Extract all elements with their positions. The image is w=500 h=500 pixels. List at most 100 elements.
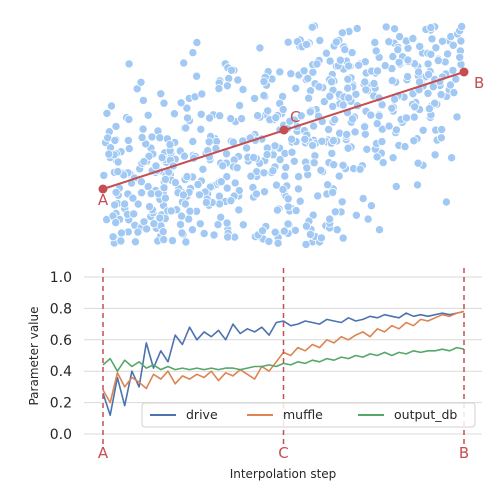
scatter-point	[293, 184, 303, 194]
scatter-point	[281, 162, 291, 172]
scatter-point	[409, 112, 419, 122]
scatter-point	[169, 109, 179, 119]
scatter-point	[165, 140, 175, 150]
scatter-point	[143, 110, 153, 120]
scatter-point	[378, 158, 388, 168]
scatter-point	[448, 40, 458, 50]
scatter-point	[99, 170, 109, 180]
scatter-point	[338, 160, 348, 170]
scatter-point	[431, 43, 441, 53]
scatter-point	[102, 108, 112, 118]
scatter-point	[328, 101, 338, 111]
scatter-point	[343, 74, 353, 84]
scatter-point	[259, 187, 269, 197]
scatter-point	[155, 133, 165, 143]
scatter-point	[344, 93, 354, 103]
scatter-point	[299, 66, 309, 76]
series-line-output_db	[102, 346, 465, 372]
scatter-point	[370, 38, 380, 48]
scatter-point	[343, 83, 353, 93]
scatter-point	[199, 228, 209, 238]
scatter-point	[325, 91, 335, 101]
scatter-point	[178, 190, 188, 200]
legend: drive muffle output_db	[141, 402, 476, 428]
scatter-point	[205, 113, 215, 123]
scatter-point	[332, 225, 342, 235]
scatter-point	[123, 135, 133, 145]
scatter-point	[238, 85, 248, 95]
scatter-point	[124, 114, 134, 124]
scatter-point	[124, 59, 134, 69]
scatter-point	[388, 52, 398, 62]
legend-label: output_db	[394, 407, 457, 422]
scatter-point	[362, 144, 372, 154]
scatter-point	[361, 85, 371, 95]
scatter-point	[179, 151, 189, 161]
scatter-point	[280, 171, 290, 181]
scatter-point	[159, 235, 169, 245]
scatter-point	[325, 56, 335, 66]
scatter-point	[108, 232, 118, 242]
scatter-point	[401, 113, 411, 123]
scatter-point	[233, 75, 243, 85]
scatter-point	[316, 233, 326, 243]
scatter-point	[437, 36, 447, 46]
scatter-point	[279, 226, 289, 236]
scatter-point	[187, 225, 197, 235]
scatter-point	[129, 209, 139, 219]
scatter-point	[300, 134, 310, 144]
x-tick-label: A	[98, 444, 109, 462]
scatter-point	[363, 214, 373, 224]
scatter-point	[441, 197, 451, 207]
scatter-point	[283, 219, 293, 229]
scatter-point	[286, 69, 296, 79]
scatter-point	[354, 60, 364, 70]
scatter-point	[215, 199, 225, 209]
scatter-point	[449, 88, 459, 98]
scatter-point	[358, 193, 368, 203]
scatter-point	[301, 39, 311, 49]
scatter-point	[111, 121, 121, 131]
scatter-point	[116, 236, 126, 246]
scatter-point	[283, 37, 293, 47]
scatter-point	[347, 48, 357, 58]
scatter-point	[218, 161, 228, 171]
scatter-point	[436, 133, 446, 143]
scatter-point	[214, 84, 224, 94]
scatter-point	[360, 129, 370, 139]
scatter-point	[414, 67, 424, 77]
scatter-point	[224, 74, 234, 84]
scatter-point	[156, 89, 166, 99]
scatter-point	[175, 219, 185, 229]
path-point-label: C	[290, 108, 300, 126]
scatter-point	[437, 125, 447, 135]
scatter-point	[262, 150, 272, 160]
scatter-point	[291, 206, 301, 216]
y-axis-label: Parameter value	[27, 306, 41, 405]
scatter-point	[259, 91, 269, 101]
scatter-point	[170, 178, 180, 188]
scatter-point	[181, 123, 191, 133]
scatter-point	[275, 155, 285, 165]
scatter-point	[259, 168, 269, 178]
scatter-point	[167, 236, 177, 246]
scatter-point	[193, 179, 203, 189]
path-point-b	[459, 67, 469, 77]
scatter-point	[384, 37, 394, 47]
scatter-point	[222, 218, 232, 228]
scatter-point	[246, 171, 256, 181]
scatter-point	[238, 220, 248, 230]
scatter-point	[424, 104, 434, 114]
scatter-point	[309, 158, 319, 168]
scatter-point	[287, 134, 297, 144]
scatter-point	[337, 197, 347, 207]
scatter-point	[192, 71, 202, 81]
scatter-point	[182, 103, 192, 113]
latent-scatter-panel: A C B	[98, 21, 484, 249]
y-tick-label: 0.6	[50, 333, 72, 349]
scatter-point	[291, 83, 301, 93]
scatter-point	[128, 193, 138, 203]
legend-box	[141, 402, 476, 428]
